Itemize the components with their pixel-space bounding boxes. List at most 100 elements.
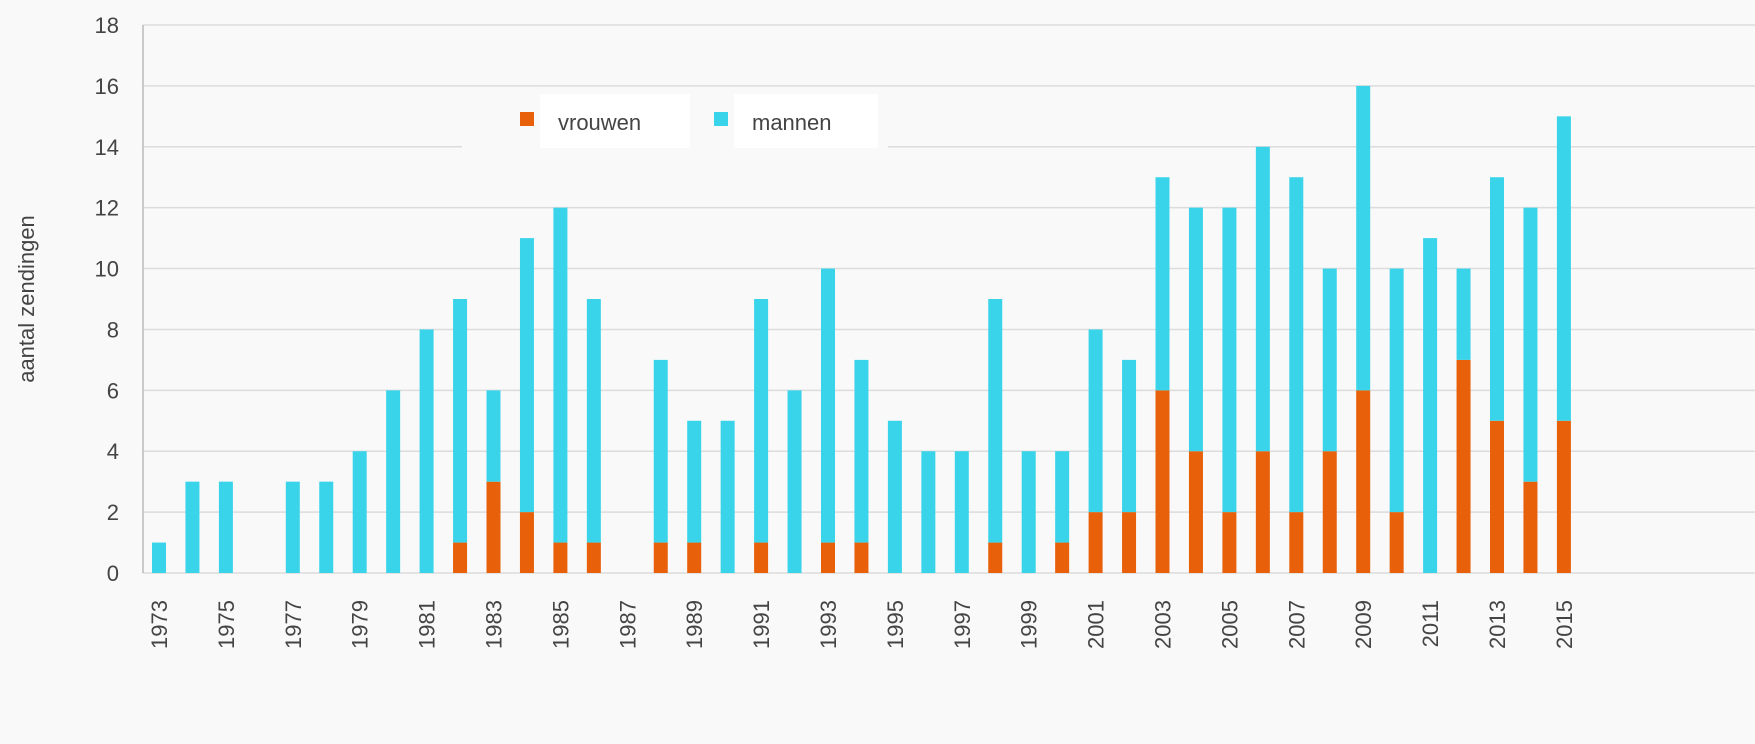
x-tick-label: 2003 bbox=[1151, 600, 1176, 649]
y-axis-label: aantal zendingen bbox=[14, 215, 39, 383]
bar-segment bbox=[1389, 268, 1404, 513]
bar-segment bbox=[1289, 177, 1304, 513]
bar-segment bbox=[1490, 177, 1504, 421]
x-tick-label: 1981 bbox=[415, 600, 440, 649]
bar-segment bbox=[720, 420, 735, 573]
bar-segment bbox=[1556, 116, 1571, 421]
bar-segment bbox=[821, 542, 835, 573]
x-tick-label: 2011 bbox=[1418, 600, 1443, 647]
x-tick-label: 2013 bbox=[1485, 600, 1510, 649]
bar-segment bbox=[1356, 85, 1371, 391]
x-tick-label: 1999 bbox=[1017, 600, 1042, 649]
bar-segment bbox=[453, 299, 468, 543]
bar-segment bbox=[1088, 512, 1103, 573]
bar-segment bbox=[1556, 420, 1571, 573]
x-tick-label: 1991 bbox=[749, 600, 774, 649]
bar-segment bbox=[352, 451, 367, 573]
y-tick-label: 18 bbox=[95, 13, 119, 38]
bar-segment bbox=[319, 481, 334, 573]
bar-segment bbox=[1222, 207, 1237, 513]
bar-segment bbox=[1055, 451, 1070, 543]
bar-segment bbox=[854, 542, 869, 573]
bar-segment bbox=[787, 390, 802, 573]
bar-segment bbox=[1523, 481, 1538, 573]
bar-segment bbox=[1021, 451, 1036, 573]
bar-segment bbox=[653, 542, 668, 573]
bar-segment bbox=[1389, 512, 1404, 573]
y-tick-label: 16 bbox=[95, 74, 119, 99]
x-tick-label: 1987 bbox=[615, 600, 640, 649]
bar-segment bbox=[1322, 451, 1337, 573]
bar-segment bbox=[386, 390, 401, 573]
y-tick-label: 8 bbox=[107, 317, 119, 342]
bar-segment bbox=[1055, 542, 1070, 573]
legend-label: vrouwen bbox=[558, 110, 641, 135]
legend-marker bbox=[714, 112, 728, 126]
bar-segment bbox=[553, 207, 568, 543]
bar-segment bbox=[453, 542, 468, 573]
bar-segment bbox=[519, 512, 534, 573]
bar-segment bbox=[988, 299, 1003, 543]
legend-label-box bbox=[540, 94, 690, 148]
bar-segment bbox=[486, 481, 501, 573]
bar-segment bbox=[954, 451, 969, 573]
bar-segment bbox=[1456, 268, 1471, 360]
legend-label-box bbox=[734, 94, 878, 148]
y-tick-label: 10 bbox=[95, 257, 119, 282]
x-tick-label: 1993 bbox=[816, 600, 841, 649]
y-tick-label: 0 bbox=[107, 561, 119, 586]
x-tick-label: 1973 bbox=[147, 600, 172, 649]
bar-segment bbox=[586, 299, 601, 543]
x-tick-label: 1977 bbox=[281, 600, 306, 649]
bar-segment bbox=[519, 238, 534, 513]
bar-segment bbox=[1523, 207, 1538, 482]
bar-segment bbox=[185, 481, 200, 573]
bar-segment bbox=[887, 420, 902, 573]
x-tick-label: 2001 bbox=[1084, 600, 1109, 649]
y-tick-label: 12 bbox=[95, 196, 119, 221]
x-tick-label: 1983 bbox=[482, 600, 507, 649]
bar-segment bbox=[687, 542, 702, 573]
legend-marker bbox=[520, 112, 534, 126]
x-tick-label: 2009 bbox=[1351, 600, 1376, 649]
bar-segment bbox=[1188, 207, 1203, 452]
bar-segment bbox=[1255, 451, 1270, 573]
bar-segment bbox=[419, 329, 434, 573]
bar-segment bbox=[1088, 329, 1103, 513]
bar-segment bbox=[285, 481, 300, 573]
x-tick-label: 1997 bbox=[950, 600, 975, 649]
bar-segment bbox=[1155, 390, 1170, 573]
bar-segment bbox=[754, 299, 769, 543]
bar-segment bbox=[754, 542, 769, 573]
bar-segment bbox=[486, 390, 501, 482]
bar-segment bbox=[1222, 512, 1237, 573]
bar-segment bbox=[1322, 268, 1337, 452]
y-tick-label: 4 bbox=[107, 439, 119, 464]
x-tick-label: 1979 bbox=[348, 600, 373, 649]
bar-segment bbox=[921, 451, 936, 573]
y-tick-label: 6 bbox=[107, 378, 119, 403]
legend-label: mannen bbox=[752, 110, 832, 135]
bar-segment bbox=[586, 542, 601, 573]
x-tick-label: 1975 bbox=[214, 600, 239, 649]
bar-segment bbox=[1289, 512, 1304, 573]
bar-segment bbox=[821, 268, 835, 543]
bar-segment bbox=[1122, 512, 1137, 573]
bar-segment bbox=[854, 359, 869, 543]
bar-segment bbox=[1188, 451, 1203, 573]
x-tick-label: 2005 bbox=[1217, 600, 1242, 649]
bar-segment bbox=[1423, 238, 1438, 573]
y-tick-label: 2 bbox=[107, 500, 119, 525]
bar-segment bbox=[553, 542, 568, 573]
bar-segment bbox=[1456, 359, 1471, 573]
bar-segment bbox=[152, 542, 166, 573]
bar-segment bbox=[653, 359, 668, 543]
bar-segment bbox=[218, 481, 233, 573]
x-tick-label: 1989 bbox=[682, 600, 707, 649]
x-tick-label: 1985 bbox=[548, 600, 573, 649]
x-tick-label: 2007 bbox=[1284, 600, 1309, 649]
y-tick-label: 14 bbox=[95, 135, 119, 160]
bar-segment bbox=[1122, 359, 1137, 513]
bar-segment bbox=[1490, 420, 1504, 573]
